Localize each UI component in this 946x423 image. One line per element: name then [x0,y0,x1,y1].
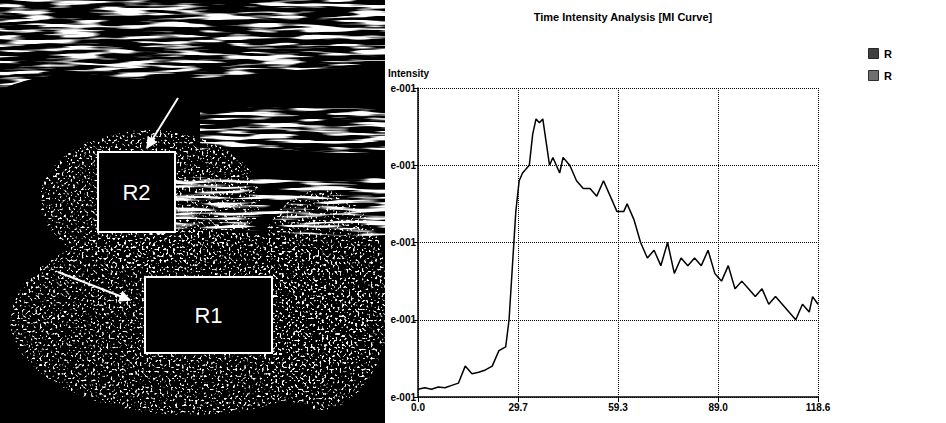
svg-text:R1: R1 [194,303,222,328]
svg-text:29.7: 29.7 [508,402,528,413]
svg-text:e-001: e-001 [390,391,416,403]
svg-text:e-001: e-001 [390,314,416,325]
svg-text:R: R [884,48,892,60]
svg-text:R2: R2 [122,180,150,205]
svg-text:118.6: 118.6 [806,402,831,413]
svg-text:Time Intensity Analysis [MI Cu: Time Intensity Analysis [MI Curve] [534,11,713,23]
svg-text:R: R [884,70,892,82]
svg-text:e-001: e-001 [390,83,416,94]
svg-text:Intensity: Intensity [388,68,430,79]
svg-text:e-001: e-001 [390,237,416,248]
svg-text:e-001: e-001 [390,160,416,171]
svg-text:0.0: 0.0 [411,402,425,413]
svg-text:59.3: 59.3 [608,402,628,413]
svg-text:89.0: 89.0 [708,402,728,413]
